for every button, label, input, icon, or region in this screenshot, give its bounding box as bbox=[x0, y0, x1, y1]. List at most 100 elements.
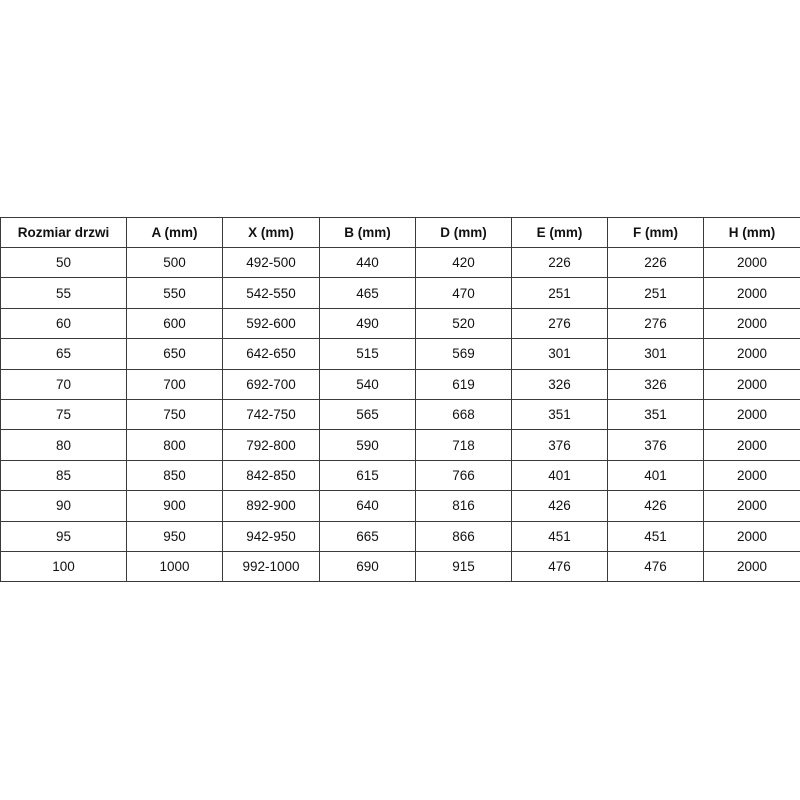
table-cell: 668 bbox=[415, 398, 512, 431]
table-cell: 792-800 bbox=[222, 429, 320, 461]
table-row: 95 950 942-950 665 866 451 451 2000 bbox=[0, 520, 800, 552]
table-cell: 276 bbox=[607, 307, 704, 340]
table-cell: 816 bbox=[415, 490, 512, 522]
table-cell: 226 bbox=[607, 246, 704, 279]
table-cell: 700 bbox=[126, 368, 223, 400]
table-row: 85 850 842-850 615 766 401 401 2000 bbox=[0, 459, 800, 492]
table-cell: 2000 bbox=[703, 520, 800, 552]
table-cell: 550 bbox=[126, 277, 223, 309]
table-cell: 251 bbox=[607, 277, 704, 309]
table-cell: 90 bbox=[0, 490, 127, 522]
table-cell: 451 bbox=[607, 520, 704, 552]
table-cell: 1000 bbox=[126, 550, 223, 583]
column-header: Rozmiar drzwi bbox=[0, 217, 127, 248]
table-cell: 915 bbox=[415, 550, 512, 583]
table-cell: 75 bbox=[0, 398, 127, 431]
table-cell: 992-1000 bbox=[222, 550, 320, 583]
table-row: 80 800 792-800 590 718 376 376 2000 bbox=[0, 429, 800, 461]
table-cell: 426 bbox=[511, 490, 608, 522]
column-header: B (mm) bbox=[319, 217, 416, 248]
column-header: D (mm) bbox=[415, 217, 512, 248]
table-cell: 100 bbox=[0, 550, 127, 583]
table-cell: 376 bbox=[607, 429, 704, 461]
table-cell: 592-600 bbox=[222, 307, 320, 340]
table-cell: 542-550 bbox=[222, 277, 320, 309]
table-cell: 866 bbox=[415, 520, 512, 552]
table-cell: 351 bbox=[511, 398, 608, 431]
table-cell: 2000 bbox=[703, 277, 800, 309]
table-cell: 60 bbox=[0, 307, 127, 340]
table-cell: 850 bbox=[126, 459, 223, 492]
table-cell: 515 bbox=[319, 338, 416, 370]
table-cell: 2000 bbox=[703, 338, 800, 370]
table-cell: 326 bbox=[511, 368, 608, 400]
table-cell: 718 bbox=[415, 429, 512, 461]
table-cell: 800 bbox=[126, 429, 223, 461]
table-cell: 500 bbox=[126, 246, 223, 279]
table-cell: 2000 bbox=[703, 550, 800, 583]
table-cell: 420 bbox=[415, 246, 512, 279]
table-cell: 615 bbox=[319, 459, 416, 492]
table-row: 60 600 592-600 490 520 276 276 2000 bbox=[0, 307, 800, 340]
table-cell: 492-500 bbox=[222, 246, 320, 279]
table-cell: 590 bbox=[319, 429, 416, 461]
table-cell: 55 bbox=[0, 277, 127, 309]
table-cell: 540 bbox=[319, 368, 416, 400]
table-cell: 401 bbox=[607, 459, 704, 492]
table-cell: 2000 bbox=[703, 459, 800, 492]
table-cell: 85 bbox=[0, 459, 127, 492]
table-cell: 426 bbox=[607, 490, 704, 522]
table-cell: 326 bbox=[607, 368, 704, 400]
table-cell: 95 bbox=[0, 520, 127, 552]
table-cell: 50 bbox=[0, 246, 127, 279]
table-cell: 301 bbox=[607, 338, 704, 370]
table-cell: 2000 bbox=[703, 307, 800, 340]
table-cell: 65 bbox=[0, 338, 127, 370]
column-header: H (mm) bbox=[703, 217, 800, 248]
table-cell: 2000 bbox=[703, 368, 800, 400]
table-cell: 650 bbox=[126, 338, 223, 370]
table-cell: 565 bbox=[319, 398, 416, 431]
table-row: 70 700 692-700 540 619 326 326 2000 bbox=[0, 368, 800, 400]
table-cell: 665 bbox=[319, 520, 416, 552]
table-row: 100 1000 992-1000 690 915 476 476 2000 bbox=[0, 550, 800, 583]
table-cell: 351 bbox=[607, 398, 704, 431]
table-cell: 900 bbox=[126, 490, 223, 522]
table-cell: 766 bbox=[415, 459, 512, 492]
table-cell: 642-650 bbox=[222, 338, 320, 370]
table-row: 75 750 742-750 565 668 351 351 2000 bbox=[0, 398, 800, 431]
table-cell: 80 bbox=[0, 429, 127, 461]
table-cell: 2000 bbox=[703, 490, 800, 522]
table-cell: 600 bbox=[126, 307, 223, 340]
table-cell: 440 bbox=[319, 246, 416, 279]
table-header-row: Rozmiar drzwi A (mm) X (mm) B (mm) D (mm) E (… bbox=[0, 217, 800, 248]
table-cell: 750 bbox=[126, 398, 223, 431]
table-cell: 276 bbox=[511, 307, 608, 340]
table-cell: 2000 bbox=[703, 398, 800, 431]
table-cell: 401 bbox=[511, 459, 608, 492]
table-cell: 451 bbox=[511, 520, 608, 552]
table-cell: 490 bbox=[319, 307, 416, 340]
column-header: F (mm) bbox=[607, 217, 704, 248]
table-cell: 70 bbox=[0, 368, 127, 400]
table-cell: 950 bbox=[126, 520, 223, 552]
table-row: 50 500 492-500 440 420 226 226 2000 bbox=[0, 246, 800, 279]
table-cell: 251 bbox=[511, 277, 608, 309]
table-cell: 742-750 bbox=[222, 398, 320, 431]
table-cell: 376 bbox=[511, 429, 608, 461]
table-cell: 942-950 bbox=[222, 520, 320, 552]
table-row: 90 900 892-900 640 816 426 426 2000 bbox=[0, 490, 800, 522]
column-header: E (mm) bbox=[511, 217, 608, 248]
table-cell: 2000 bbox=[703, 429, 800, 461]
table-cell: 692-700 bbox=[222, 368, 320, 400]
table-cell: 476 bbox=[607, 550, 704, 583]
table-cell: 470 bbox=[415, 277, 512, 309]
table-cell: 226 bbox=[511, 246, 608, 279]
table-cell: 476 bbox=[511, 550, 608, 583]
table-cell: 619 bbox=[415, 368, 512, 400]
table-cell: 842-850 bbox=[222, 459, 320, 492]
table-cell: 520 bbox=[415, 307, 512, 340]
table-row: 55 550 542-550 465 470 251 251 2000 bbox=[0, 277, 800, 309]
column-header: A (mm) bbox=[126, 217, 223, 248]
table-cell: 301 bbox=[511, 338, 608, 370]
